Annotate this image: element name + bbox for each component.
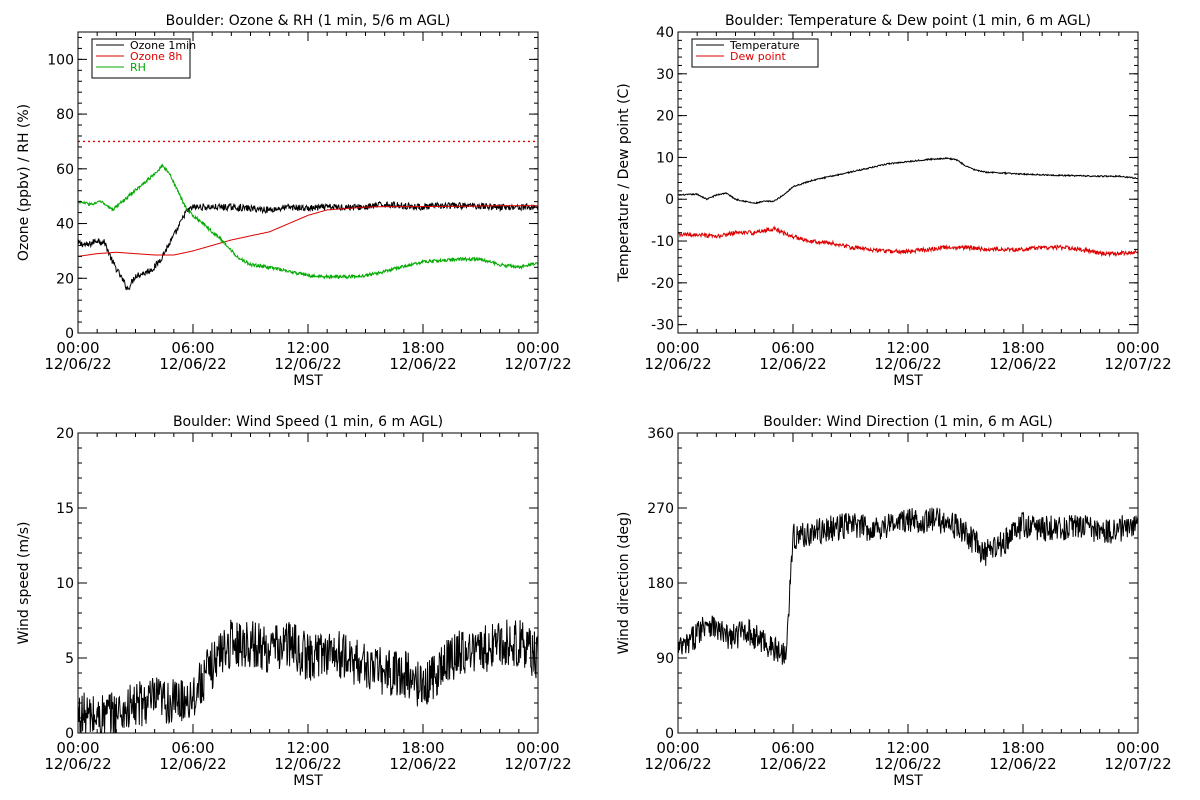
ozone-rh-legend-label: Ozone 1min xyxy=(130,39,196,52)
temp-dewpoint-ytick-label: 40 xyxy=(656,25,674,41)
wind-speed-xtick-time: 12:00 xyxy=(286,739,329,757)
wind-direction-xtick-time: 06:00 xyxy=(771,739,814,757)
ozone-rh-series-ozone-8h xyxy=(78,205,538,257)
ozone-rh-xtick-time: 00:00 xyxy=(516,339,559,357)
temp-dewpoint-ytick-label: 20 xyxy=(656,109,674,125)
wind-direction-series-data xyxy=(678,507,1138,665)
ozone-rh-ytick-label: 80 xyxy=(56,107,74,123)
wind-speed-plot-frame xyxy=(77,432,539,734)
ozone-rh-ytick-label: 40 xyxy=(56,217,74,233)
temp-dewpoint-ytick-label: 10 xyxy=(656,150,674,166)
temp-dewpoint-plot-frame xyxy=(677,31,1139,334)
wind-speed-chart: Boulder: Wind Speed (1 min, 6 m AGL) 0 5 10… xyxy=(16,414,572,789)
wind-direction-xlabel: MST xyxy=(893,773,923,789)
wind-direction-ytick-label: 180 xyxy=(647,576,674,592)
temp-dewpoint-xtick-date: 12/06/22 xyxy=(644,355,711,373)
ozone-rh-series-ozone-1min xyxy=(78,200,538,291)
ozone-rh-xtick-time: 18:00 xyxy=(401,339,444,357)
ozone-rh-title: Boulder: Ozone & RH (1 min, 5/6 m AGL) xyxy=(166,13,451,29)
temp-dewpoint-xtick-time: 00:00 xyxy=(656,339,699,357)
wind-direction-ytick-label: 0 xyxy=(665,726,674,742)
wind-speed-ytick-label: 5 xyxy=(65,651,74,667)
wind-speed-ylabel: Wind speed (m/s) xyxy=(16,522,32,645)
temp-dewpoint-xtick-time: 00:00 xyxy=(1116,339,1159,357)
temp-dewpoint-xtick-date: 12/06/22 xyxy=(759,355,826,373)
temp-dewpoint-title: Boulder: Temperature & Dew point (1 min,… xyxy=(725,13,1091,29)
ozone-rh-ylabel: Ozone (ppbv) / RH (%) xyxy=(16,104,32,261)
temp-dewpoint-ylabel: Temperature / Dew point (C) xyxy=(616,83,632,282)
wind-direction-xtick-time: 12:00 xyxy=(886,739,929,757)
temp-dewpoint-legend-label: Dew point xyxy=(730,50,786,63)
ozone-rh-ytick-label: 20 xyxy=(56,271,74,287)
wind-direction-chart: Boulder: Wind Direction (1 min, 6 m AGL)… xyxy=(616,414,1172,789)
temp-dewpoint-ytick-label: -10 xyxy=(651,234,674,250)
wind-direction-xtick-date: 12/06/22 xyxy=(874,755,941,773)
wind-speed-xtick-time: 18:00 xyxy=(401,739,444,757)
ozone-rh-ytick-label: 0 xyxy=(65,326,74,342)
ozone-rh-ytick-label: 100 xyxy=(47,52,74,68)
wind-speed-ytick-label: 0 xyxy=(65,726,74,742)
wind-speed-ytick-label: 15 xyxy=(56,501,74,517)
wind-direction-xtick-time: 00:00 xyxy=(656,739,699,757)
ozone-rh-xtick-date: 12/06/22 xyxy=(44,355,111,373)
temp-dewpoint-chart: Boulder: Temperature & Dew point (1 min,… xyxy=(616,13,1172,389)
temp-dewpoint-legend xyxy=(691,38,819,68)
ozone-rh-xtick-time: 00:00 xyxy=(56,339,99,357)
wind-speed-series-data xyxy=(78,619,538,733)
ozone-rh-xtick-time: 12:00 xyxy=(286,339,329,357)
ozone-rh-xtick-date: 12/06/22 xyxy=(274,355,341,373)
ozone-rh-xtick-date: 12/06/22 xyxy=(389,355,456,373)
temp-dewpoint-xtick-time: 06:00 xyxy=(771,339,814,357)
wind-direction-xtick-date: 12/06/22 xyxy=(759,755,826,773)
temp-dewpoint-ytick-label: 0 xyxy=(665,192,674,208)
wind-speed-xtick-date: 12/06/22 xyxy=(44,755,111,773)
temp-dewpoint-xtick-date: 12/06/22 xyxy=(989,355,1056,373)
wind-direction-xtick-date: 12/07/22 xyxy=(1104,755,1171,773)
wind-direction-xtick-time: 00:00 xyxy=(1116,739,1159,757)
wind-direction-ytick-label: 270 xyxy=(647,501,674,517)
wind-direction-xtick-date: 12/06/22 xyxy=(644,755,711,773)
ozone-rh-xtick-date: 12/06/22 xyxy=(159,355,226,373)
ozone-rh-legend-label: Ozone 8h xyxy=(130,50,182,63)
wind-direction-ytick-label: 360 xyxy=(647,426,674,442)
wind-direction-ytick-label: 90 xyxy=(656,651,674,667)
temp-dewpoint-series-dew-point xyxy=(678,225,1138,258)
wind-speed-xtick-time: 06:00 xyxy=(171,739,214,757)
temp-dewpoint-legend-label: Temperature xyxy=(729,39,800,52)
wind-direction-xtick-date: 12/06/22 xyxy=(989,755,1056,773)
wind-speed-xtick-date: 12/06/22 xyxy=(389,755,456,773)
temp-dewpoint-ytick-label: -20 xyxy=(651,276,674,292)
temp-dewpoint-ytick-label: -30 xyxy=(651,318,674,334)
wind-speed-ytick-label: 20 xyxy=(56,426,74,442)
ozone-rh-series-rh xyxy=(78,163,538,280)
temp-dewpoint-series-temperature xyxy=(678,156,1138,205)
wind-direction-xtick-time: 18:00 xyxy=(1001,739,1044,757)
temp-dewpoint-ytick-label: 30 xyxy=(656,67,674,83)
wind-speed-xtick-date: 12/06/22 xyxy=(274,755,341,773)
temp-dewpoint-xlabel: MST xyxy=(893,373,923,389)
ozone-rh-ytick-label: 60 xyxy=(56,162,74,178)
wind-speed-xtick-date: 12/07/22 xyxy=(504,755,571,773)
wind-speed-ytick-label: 10 xyxy=(56,576,74,592)
ozone-rh-chart: Boulder: Ozone & RH (1 min, 5/6 m AGL) 0 2… xyxy=(16,13,572,389)
wind-direction-plot-frame xyxy=(677,432,1139,734)
ozone-rh-xtick-date: 12/07/22 xyxy=(504,355,571,373)
temp-dewpoint-xtick-date: 12/07/22 xyxy=(1104,355,1171,373)
wind-speed-xtick-time: 00:00 xyxy=(516,739,559,757)
temp-dewpoint-xtick-time: 12:00 xyxy=(886,339,929,357)
wind-direction-title: Boulder: Wind Direction (1 min, 6 m AGL) xyxy=(763,414,1052,430)
wind-speed-xlabel: MST xyxy=(293,773,323,789)
wind-speed-xtick-time: 00:00 xyxy=(56,739,99,757)
ozone-rh-xtick-time: 06:00 xyxy=(171,339,214,357)
temp-dewpoint-xtick-date: 12/06/22 xyxy=(874,355,941,373)
wind-speed-xtick-date: 12/06/22 xyxy=(159,755,226,773)
ozone-rh-xlabel: MST xyxy=(293,373,323,389)
wind-speed-title: Boulder: Wind Speed (1 min, 6 m AGL) xyxy=(173,414,443,430)
wind-direction-ylabel: Wind direction (deg) xyxy=(616,512,632,655)
temp-dewpoint-xtick-time: 18:00 xyxy=(1001,339,1044,357)
ozone-rh-legend-label: RH xyxy=(130,61,146,74)
